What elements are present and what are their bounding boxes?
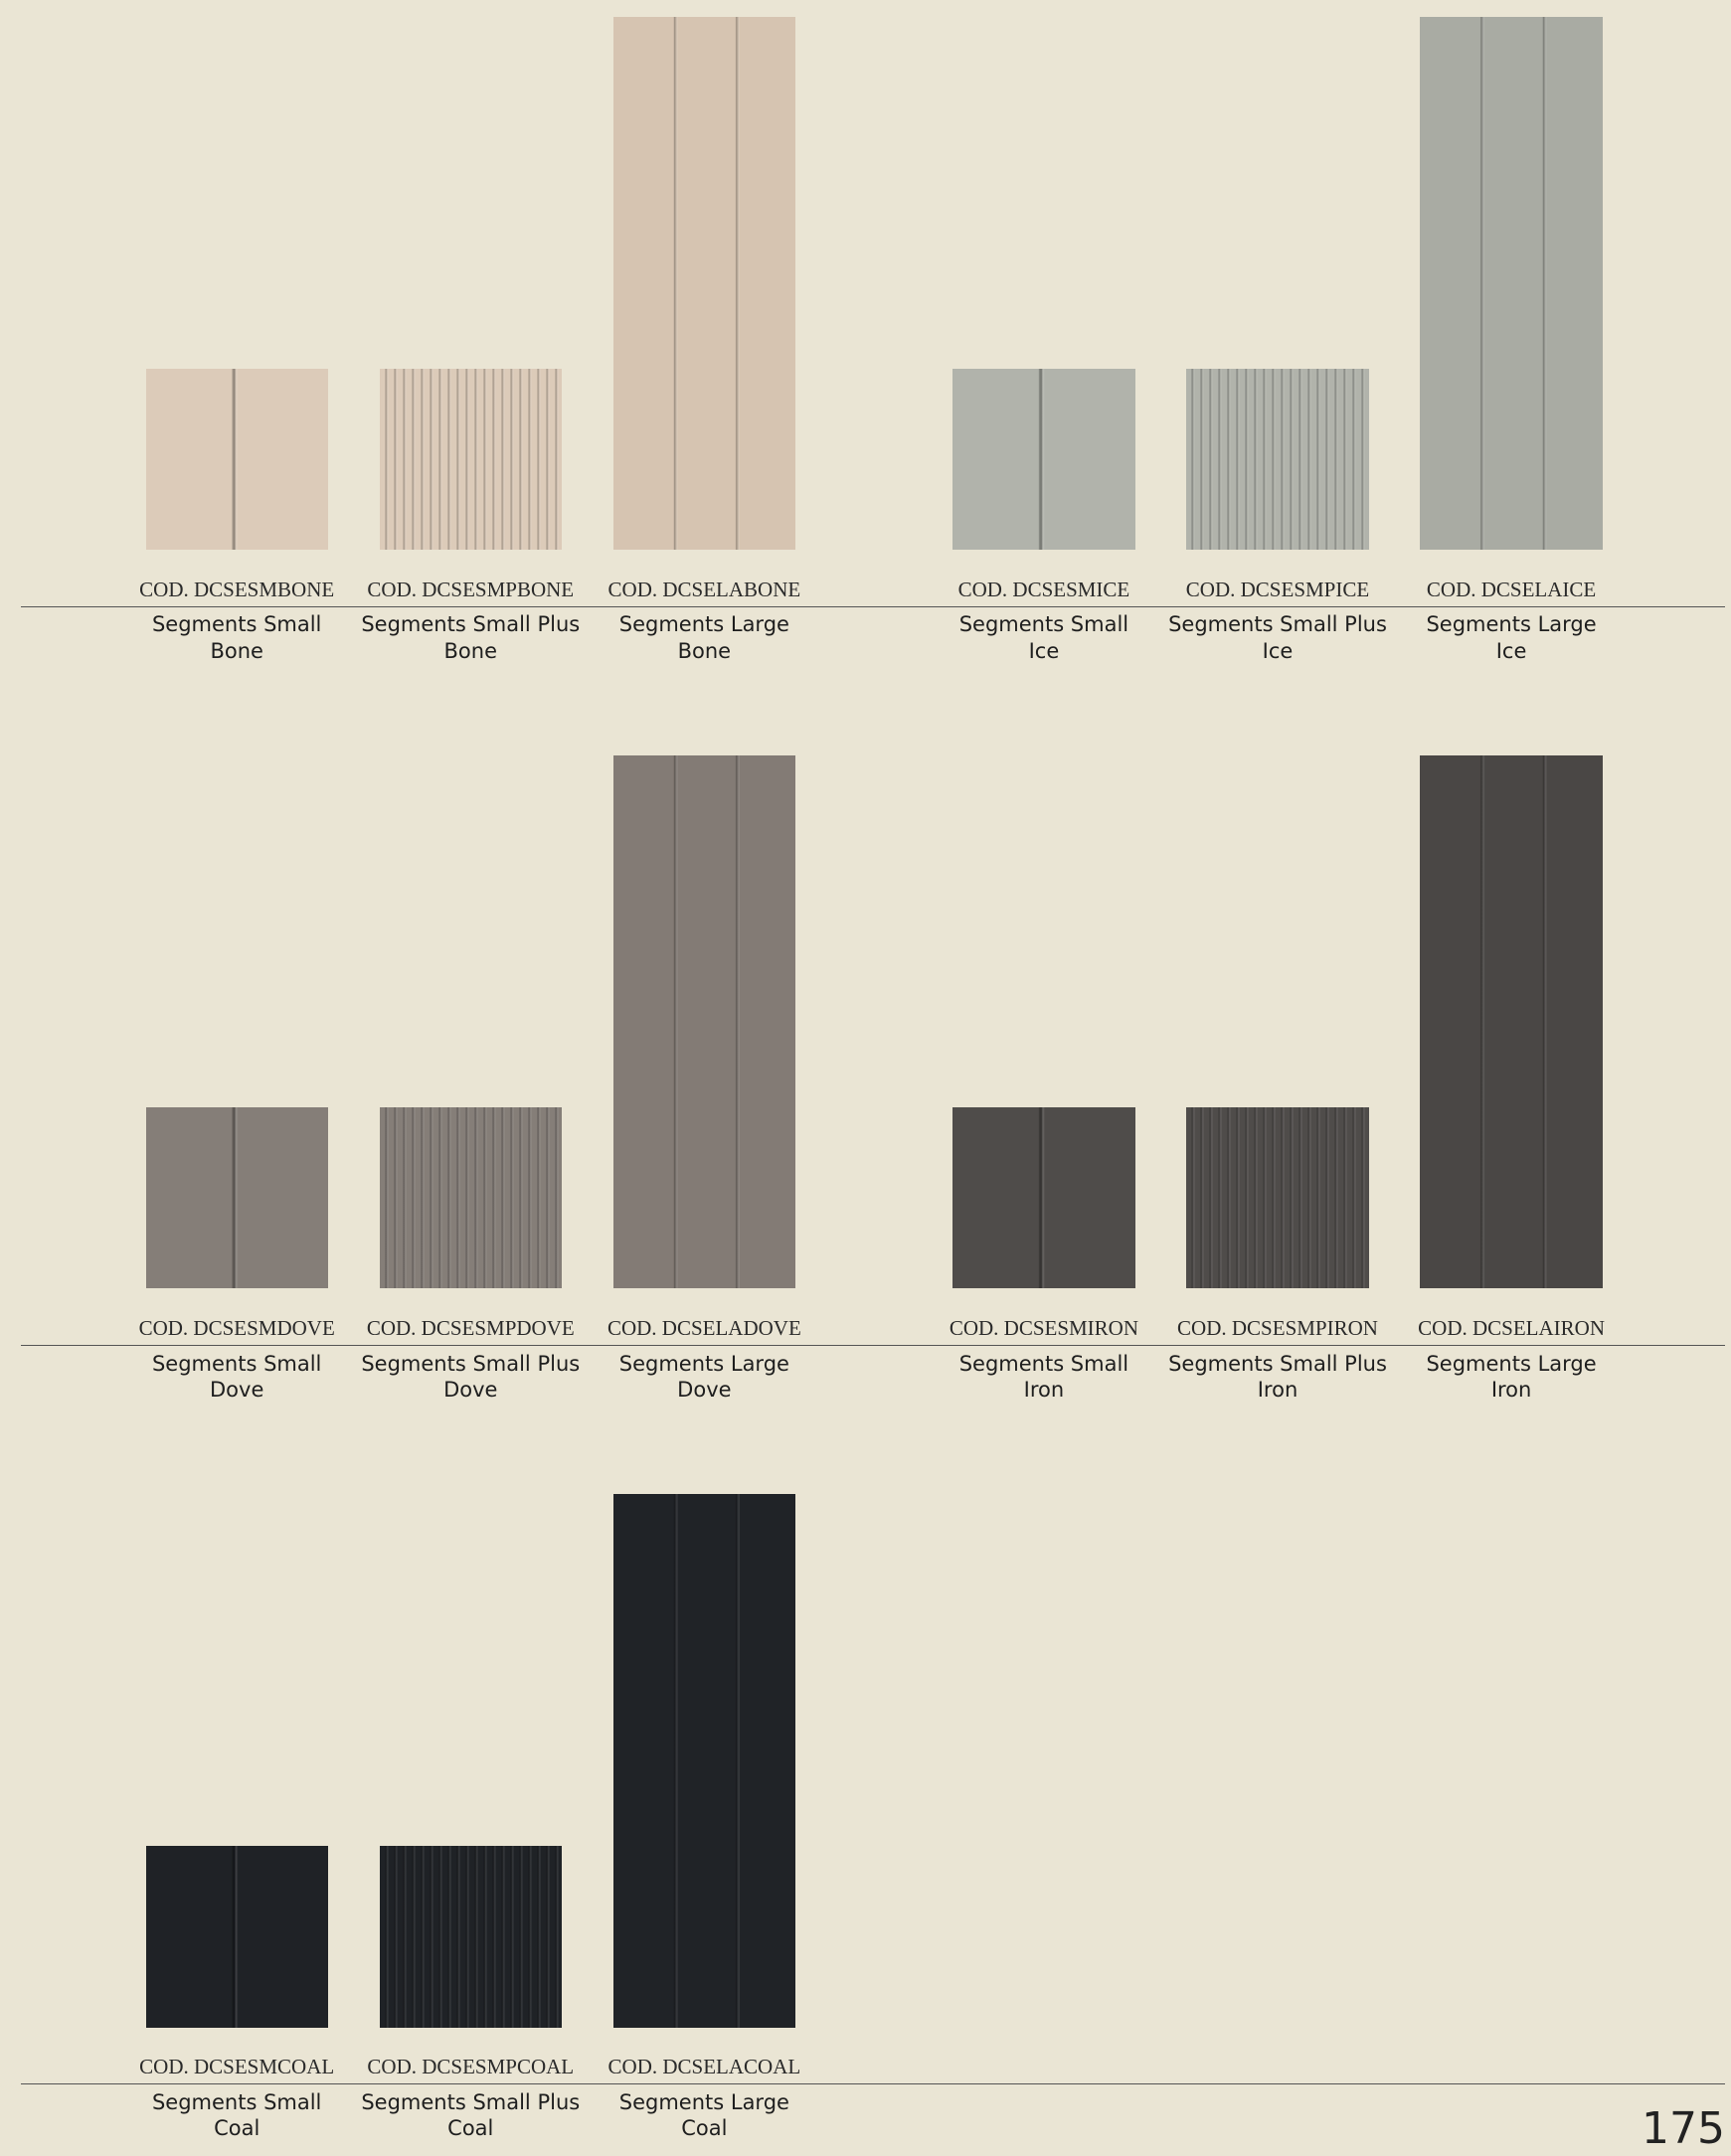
catalog-page: 175 (() => { const data = JSON.parse(doc… xyxy=(0,0,1731,2156)
tile-swatch xyxy=(1186,1107,1368,1289)
product-name: Segments Large xyxy=(1382,611,1641,637)
product-code: COD. DCSELAICE xyxy=(1382,578,1641,602)
tile-swatch xyxy=(613,755,795,1289)
product-variant: Ice xyxy=(1148,638,1407,664)
tile-swatch xyxy=(146,1846,328,2028)
tile-swatch xyxy=(613,1494,795,2028)
tile-swatch xyxy=(1420,755,1602,1289)
product-name: Segments Small Plus xyxy=(341,611,600,637)
product-variant: Coal xyxy=(341,2115,600,2141)
product-code: COD. DCSESMPBONE xyxy=(341,578,600,602)
product-name: Segments Small Plus xyxy=(1148,611,1407,637)
product-name: Segments Small xyxy=(107,611,366,637)
product-variant: Bone xyxy=(575,638,833,664)
product-code: COD. DCSESMICE xyxy=(915,578,1173,602)
product-variant: Coal xyxy=(575,2115,833,2141)
tile-swatch xyxy=(380,1846,562,2028)
tile-swatch xyxy=(380,1107,562,1289)
product-variant: Dove xyxy=(107,1377,366,1403)
page-number: 175 xyxy=(1642,2103,1725,2154)
product-code: COD. DCSESMPDOVE xyxy=(341,1316,600,1341)
product-code: COD. DCSELACOAL xyxy=(575,2055,833,2079)
product-variant: Coal xyxy=(107,2115,366,2141)
product-variant: Ice xyxy=(1382,638,1641,664)
tile-swatch xyxy=(952,369,1134,551)
product-name: Segments Small xyxy=(915,1351,1173,1377)
product-name: Segments Large xyxy=(1382,1351,1641,1377)
divider-line xyxy=(21,1345,1726,1346)
product-code: COD. DCSELAIRON xyxy=(1382,1316,1641,1341)
product-name: Segments Small Plus xyxy=(1148,1351,1407,1377)
product-code: COD. DCSESMBONE xyxy=(107,578,366,602)
product-variant: Iron xyxy=(915,1377,1173,1403)
product-variant: Dove xyxy=(575,1377,833,1403)
product-name: Segments Small xyxy=(107,1351,366,1377)
product-name: Segments Large xyxy=(575,611,833,637)
product-variant: Iron xyxy=(1382,1377,1641,1403)
product-code: COD. DCSESMIRON xyxy=(915,1316,1173,1341)
tile-swatch xyxy=(613,17,795,551)
tile-swatch xyxy=(146,1107,328,1289)
divider-line xyxy=(21,606,1726,607)
tile-swatch xyxy=(1186,369,1368,551)
product-variant: Dove xyxy=(341,1377,600,1403)
divider-line xyxy=(21,2083,1726,2084)
product-code: COD. DCSESMPCOAL xyxy=(341,2055,600,2079)
tile-swatch xyxy=(380,369,562,551)
tile-swatch xyxy=(1420,17,1602,551)
product-code: COD. DCSELABONE xyxy=(575,578,833,602)
product-name: Segments Small xyxy=(107,2089,366,2115)
product-variant: Ice xyxy=(915,638,1173,664)
product-name: Segments Small Plus xyxy=(341,2089,600,2115)
tile-swatch xyxy=(146,369,328,551)
product-name: Segments Large xyxy=(575,1351,833,1377)
product-code: COD. DCSESMPICE xyxy=(1148,578,1407,602)
product-name: Segments Small Plus xyxy=(341,1351,600,1377)
product-code: COD. DCSESMDOVE xyxy=(107,1316,366,1341)
product-code: COD. DCSESMCOAL xyxy=(107,2055,366,2079)
product-variant: Iron xyxy=(1148,1377,1407,1403)
product-code: COD. DCSESMPIRON xyxy=(1148,1316,1407,1341)
product-name: Segments Small xyxy=(915,611,1173,637)
product-name: Segments Large xyxy=(575,2089,833,2115)
product-code: COD. DCSELADOVE xyxy=(575,1316,833,1341)
tile-swatch xyxy=(952,1107,1134,1289)
product-variant: Bone xyxy=(341,638,600,664)
product-variant: Bone xyxy=(107,638,366,664)
